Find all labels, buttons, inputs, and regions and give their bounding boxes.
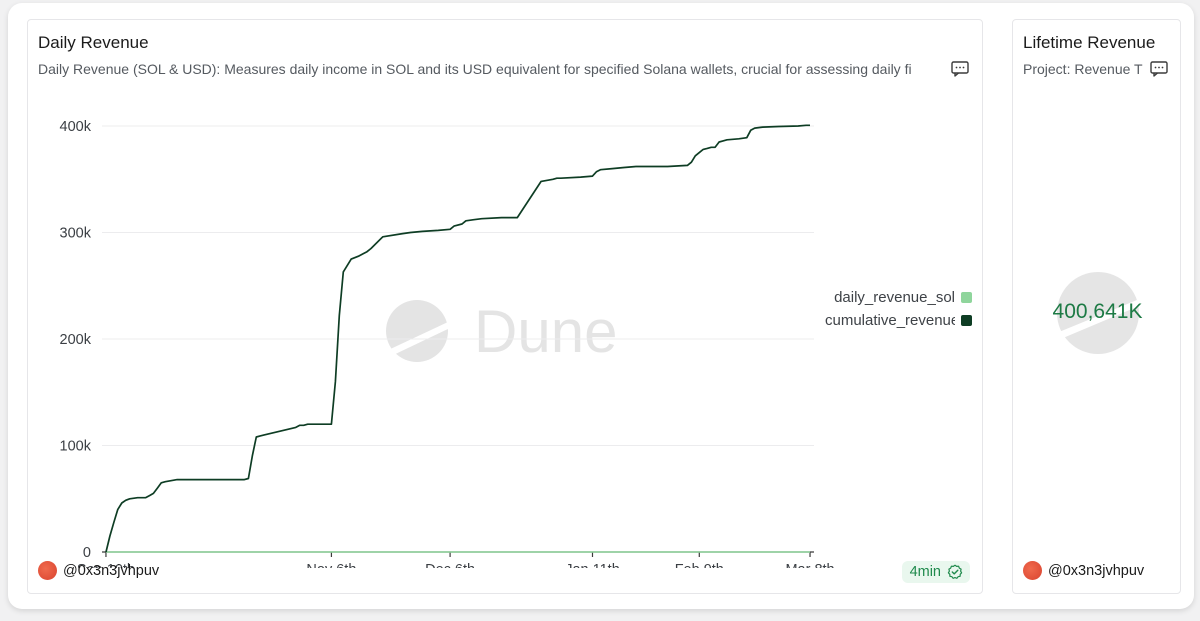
owner-handle: @0x3n3jvhpuv xyxy=(63,562,160,579)
check-badge-icon xyxy=(947,564,963,579)
legend-label: cumulative_revenue xyxy=(825,312,955,329)
chart-title: Daily Revenue xyxy=(38,33,149,52)
y-axis-ticks: 0 100k 200k 300k 400k xyxy=(60,119,92,561)
counter-value: 400,641K xyxy=(1052,300,1143,323)
avatar xyxy=(1023,561,1042,580)
chart-legend: daily_revenue_sol cumulative_revenue xyxy=(825,286,972,332)
y-tick-label: 100k xyxy=(60,439,92,455)
refresh-status-badge[interactable]: 4min xyxy=(901,561,970,583)
x-tick-label: Jan 11th xyxy=(565,562,620,568)
owner-handle: @0x3n3jvhpuv xyxy=(1048,562,1145,579)
watermark-text: Dune xyxy=(474,298,617,365)
comment-icon[interactable] xyxy=(951,61,969,77)
revenue-line-chart: Dune 0 100k 200k 300k 400k Sep 10th Nov 6th De… xyxy=(60,119,835,568)
refresh-age: 4min xyxy=(909,564,941,580)
x-tick-label: Sep 10th xyxy=(77,562,135,568)
x-tick-label: Mar 8th xyxy=(785,562,834,568)
dune-watermark: Dune xyxy=(384,298,617,365)
y-tick-label: 200k xyxy=(60,332,92,348)
avatar xyxy=(38,561,57,580)
grid-lines xyxy=(102,125,814,446)
lifetime-revenue-card: Lifetime Revenue Project: Revenue T 400,… xyxy=(1012,19,1181,594)
legend-item-cumulative-revenue[interactable]: cumulative_revenue xyxy=(825,309,972,332)
watermark-logo-slash xyxy=(384,322,450,358)
legend-swatch xyxy=(961,315,972,326)
y-tick-label: 400k xyxy=(60,119,92,135)
x-axis-ticks: Sep 10th Nov 6th Dec 6th Jan 11th Feb 9th Mar… xyxy=(77,552,835,568)
series-line-cumulative-revenue xyxy=(105,124,810,553)
x-tick-label: Dec 6th xyxy=(425,562,475,568)
x-tick-label: Feb 9th xyxy=(675,562,724,568)
owner-link[interactable]: @0x3n3jvhpuv xyxy=(1023,561,1144,580)
dune-logo-icon xyxy=(1057,272,1139,354)
legend-label: daily_revenue_sol xyxy=(834,289,955,306)
y-tick-label: 300k xyxy=(60,226,92,242)
daily-revenue-card: Daily Revenue Daily Revenue (SOL & USD):… xyxy=(27,19,983,594)
chart-description: Daily Revenue (SOL & USD): Measures dail… xyxy=(38,61,912,77)
counter-description: Project: Revenue T xyxy=(1023,61,1143,77)
owner-link[interactable]: @0x3n3jvhpuv xyxy=(38,561,159,580)
comment-icon[interactable] xyxy=(1150,61,1168,77)
counter-title: Lifetime Revenue xyxy=(1023,33,1156,52)
counter-display: 400,641K xyxy=(1013,270,1182,356)
y-tick-label: 0 xyxy=(83,545,91,561)
legend-item-daily-revenue-sol[interactable]: daily_revenue_sol xyxy=(825,286,972,309)
x-tick-label: Nov 6th xyxy=(306,562,356,568)
legend-swatch xyxy=(961,292,972,303)
